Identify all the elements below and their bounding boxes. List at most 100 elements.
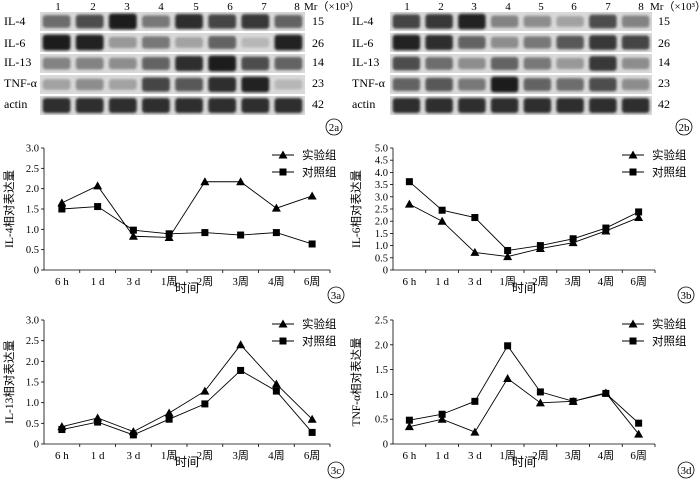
- protein-band: [142, 36, 170, 49]
- protein-band: [42, 15, 71, 28]
- panel-label-2b: 2b: [675, 118, 693, 136]
- protein-band: [42, 79, 71, 90]
- data-point: [58, 426, 66, 434]
- blot-strip-background: [390, 96, 652, 115]
- data-point: [404, 199, 414, 208]
- protein-band: [589, 97, 617, 114]
- data-point: [94, 203, 102, 211]
- protein-band: [175, 13, 203, 30]
- x-tick-label: 6周: [630, 449, 647, 462]
- protein-band: [142, 56, 170, 71]
- blot-row-label: IL-4: [4, 14, 25, 28]
- protein-band: [175, 55, 203, 72]
- protein-band: [75, 57, 104, 70]
- protein-band: [175, 37, 203, 48]
- blot-strip-background: [390, 75, 652, 94]
- blot-strip: [390, 54, 652, 73]
- data-point: [602, 389, 610, 397]
- x-tick-label: 2周: [197, 449, 214, 462]
- lane-number: 3: [124, 1, 130, 13]
- protein-band: [75, 14, 104, 29]
- x-tick-label: 3 d: [127, 450, 141, 462]
- lane-number: 6: [571, 1, 577, 13]
- series-line: [61, 206, 313, 245]
- series-line: [61, 181, 313, 238]
- data-point: [602, 224, 610, 232]
- y-tick-label: 2.5: [26, 164, 39, 175]
- blot-strips: [40, 12, 305, 115]
- y-tick-label: 1.5: [375, 365, 388, 376]
- blot-strips: [390, 12, 652, 115]
- mw-value: 42: [658, 97, 670, 111]
- y-tick-label: 4.5: [375, 156, 388, 167]
- protein-band: [241, 14, 270, 29]
- y-tick-label: 2.0: [26, 357, 39, 368]
- x-tick-label: 1 d: [435, 450, 449, 462]
- x-axis-label: 时间: [512, 281, 536, 295]
- y-tick-label: 1.0: [26, 225, 39, 236]
- blot-strip: [390, 75, 652, 94]
- legend-marker: [629, 337, 637, 345]
- western-blot-2a: 1 2 3 4 5 6 7 8 Mr（×10³） IL-4 IL-6 IL-13…: [4, 0, 360, 136]
- data-point: [535, 398, 545, 407]
- x-tick-label: 3 d: [127, 276, 141, 288]
- blot-row-label: IL-6: [4, 36, 25, 50]
- x-tick-label: 1 d: [91, 450, 105, 462]
- legend-marker: [628, 150, 638, 159]
- y-tick-label: 3.0: [26, 144, 39, 155]
- protein-band: [458, 57, 486, 70]
- protein-band: [392, 34, 421, 51]
- data-point: [236, 340, 246, 349]
- protein-band: [556, 78, 584, 91]
- panel-label-text: 2b: [679, 122, 691, 134]
- legend-label: 对照组: [302, 165, 337, 179]
- lane-number: 6: [227, 1, 233, 13]
- y-tick-label: 0.5: [375, 253, 388, 264]
- data-point: [405, 178, 413, 186]
- panel-label: 3d: [681, 465, 693, 477]
- y-tick-label: 0: [34, 440, 39, 451]
- legend-label: 实验组: [302, 148, 337, 162]
- lane-number: 1: [55, 1, 61, 13]
- data-point: [504, 342, 512, 350]
- data-point: [569, 235, 577, 243]
- protein-band: [42, 57, 71, 70]
- protein-band: [108, 79, 137, 90]
- blot-strip: [390, 96, 652, 115]
- blot-strip-background: [40, 12, 305, 31]
- x-tick-label: 6 h: [403, 276, 417, 288]
- data-point: [635, 208, 643, 216]
- blot-row-label: actin: [352, 97, 375, 111]
- y-tick-label: 0: [383, 440, 388, 451]
- x-tick-label: 4周: [598, 275, 615, 288]
- x-tick-label: 3 d: [468, 276, 482, 288]
- legend-label: 实验组: [652, 148, 687, 162]
- x-tick-label: 6 h: [55, 276, 69, 288]
- protein-band: [274, 56, 303, 71]
- panel-label: 3b: [681, 290, 693, 302]
- lane-number: 8: [294, 1, 300, 13]
- blot-row-label: IL-4: [352, 14, 373, 28]
- blot-strip-background: [40, 54, 305, 73]
- legend-marker: [279, 337, 287, 345]
- data-point: [438, 206, 446, 214]
- protein-band: [589, 77, 617, 92]
- protein-band: [458, 35, 486, 50]
- protein-band: [458, 78, 486, 91]
- mr-label: Mr（×10³）: [650, 0, 700, 13]
- protein-band: [392, 77, 421, 92]
- data-point: [57, 198, 67, 207]
- x-tick-label: 6周: [630, 275, 647, 288]
- blot-strip: [390, 12, 652, 31]
- legend-label: 实验组: [652, 317, 687, 331]
- protein-band: [42, 97, 71, 114]
- x-tick-label: 2周: [532, 275, 549, 288]
- protein-band: [425, 97, 453, 114]
- data-point: [94, 418, 102, 426]
- blot-strip-background: [40, 33, 305, 52]
- x-tick-label: 6周: [304, 449, 321, 462]
- protein-band: [458, 97, 486, 114]
- data-point: [471, 214, 479, 222]
- protein-band: [75, 78, 104, 91]
- y-tick-label: 2.0: [375, 340, 388, 351]
